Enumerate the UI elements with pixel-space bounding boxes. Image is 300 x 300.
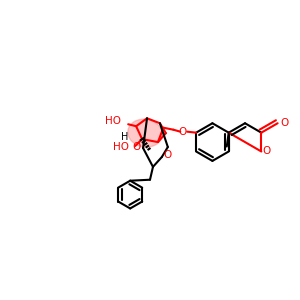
Text: O: O — [164, 150, 172, 160]
Text: O: O — [262, 146, 270, 157]
Text: HO: HO — [105, 116, 121, 126]
Text: H: H — [121, 132, 128, 142]
Text: O: O — [178, 127, 186, 137]
Ellipse shape — [128, 119, 162, 147]
Text: O: O — [280, 118, 289, 128]
Text: O: O — [132, 142, 140, 152]
Text: HO: HO — [113, 142, 129, 152]
